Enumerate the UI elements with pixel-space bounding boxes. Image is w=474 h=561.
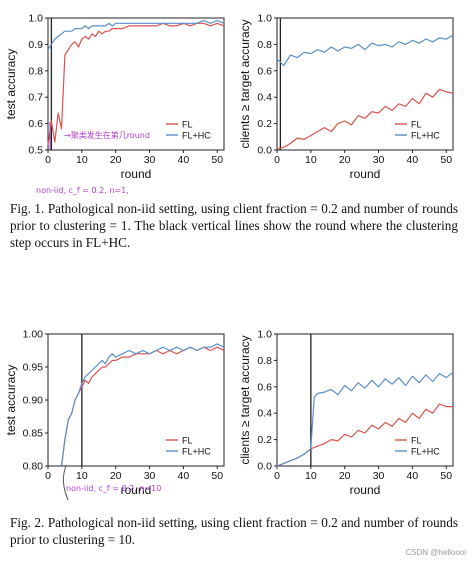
fig2-chart1-xtick-label: 10 <box>76 470 88 482</box>
fig1-chart2-xtick-label: 0 <box>274 154 280 166</box>
fig1-chart1-frame <box>47 17 225 151</box>
fig1-chart1-xtick-label: 50 <box>211 154 223 166</box>
fig2-chart2-series-fl <box>276 403 453 467</box>
fig1-chart1-xtick-label: 0 <box>45 154 51 166</box>
fig2-chart2-ytick-label: 0.2 <box>257 434 272 446</box>
fig1-chart1-ytick-label: 0.9 <box>28 39 43 51</box>
fig1-chart2-xtick-label: 20 <box>339 154 351 166</box>
fig1-chart1-ytick-label: 1.0 <box>28 13 43 25</box>
fig2-chart1-ytick-label: 0.85 <box>23 428 44 440</box>
fig1-chart2-frame <box>276 17 454 151</box>
fig1-chart1-xtick-label: 20 <box>110 154 122 166</box>
fig2-chart2-frame <box>276 333 454 467</box>
fig1-chart2-legend-label: FL <box>411 120 422 130</box>
fig2-chart1-xtick-label: 20 <box>110 470 122 482</box>
fig1-chart1-ytick-label: 0.7 <box>28 92 43 104</box>
fig2-chart2-xtick-label: 0 <box>274 470 280 482</box>
fig1-chart1-series-fl <box>47 22 225 145</box>
fig1-chart2-xtick-label: 50 <box>440 154 452 166</box>
fig2-chart1-ytick-label: 0.80 <box>23 461 44 473</box>
fig1-chart2-ytick-label: 0.0 <box>257 145 272 157</box>
fig2-chart1-xtick-label: 30 <box>144 470 156 482</box>
fig2-handwritten-note-setting: non-iid, c_f = 0.2, n=10 <box>66 484 162 493</box>
fig2-chart2-xtick-label: 50 <box>440 470 452 482</box>
fig1-chart2-ytick-label: 0.2 <box>257 118 272 130</box>
fig1-chart1-ytick-label: 0.5 <box>28 145 43 157</box>
fig1-chart1-series-flhc <box>47 20 225 51</box>
fig2-caption: Fig. 2. Pathological non-iid setting, us… <box>10 515 458 547</box>
fig1-handwritten-note-setting: non-iid, c_f = 0.2, n=1, <box>36 186 129 195</box>
fig1-chart2-xtick-label: 40 <box>407 154 419 166</box>
fig2-chart2-xtick-label: 40 <box>407 470 419 482</box>
fig2-chart2-legend-label: FL <box>411 436 422 446</box>
fig2-chart2-ylabel: clients ≥ target accuracy <box>238 335 252 464</box>
fig1-chart1-ytick-label: 0.6 <box>28 118 43 130</box>
fig2-chart1-legend-label: FL <box>182 436 193 446</box>
fig1-chart2-ytick-label: 0.6 <box>257 65 272 77</box>
fig1-chart2-ytick-label: 0.4 <box>257 92 272 104</box>
fig1-chart2-series-flhc <box>276 34 454 67</box>
fig2-clients-target-chart: 0 10 20 30 40 50 0.0 0.2 0.4 0.6 0.8 1.0 round client… <box>238 329 454 497</box>
fig2-chart2-series-flhc <box>276 371 454 467</box>
fig2-chart1-ytick-label: 0.95 <box>23 362 44 374</box>
fig1-chart1-xtick-label: 10 <box>76 154 88 166</box>
fig1-clients-target-chart: 0 10 20 30 40 50 0.0 0.2 0.4 0.6 0.8 1.0 round client… <box>238 13 454 181</box>
fig2-chart2-ytick-label: 1.0 <box>257 329 272 341</box>
fig1-chart2-xlabel: round <box>350 167 381 181</box>
fig1-chart1-ylabel: test accuracy <box>4 49 18 120</box>
fig2-chart2-xlabel: round <box>350 483 381 497</box>
fig2-chart2-ytick-label: 0.0 <box>257 461 272 473</box>
fig2-chart2-ytick-label: 0.4 <box>257 408 272 420</box>
fig1-chart2-series-fl <box>276 88 454 150</box>
fig1-chart1-legend-label: FL <box>182 120 193 130</box>
fig1-chart2-ylabel: clients ≥ target accuracy <box>238 19 252 148</box>
fig1-test-accuracy-chart: 0 10 20 30 40 50 0.5 0.6 0.7 0.8 0.9 1.0 round test a… <box>4 13 225 181</box>
fig2-chart2-xtick-label: 20 <box>339 470 351 482</box>
fig2-handwritten-stroke <box>62 465 69 501</box>
fig2-chart1-ylabel: test accuracy <box>4 365 18 436</box>
fig1-chart1-legend-label: FL+HC <box>182 131 211 141</box>
fig2-chart1-ytick-label: 0.90 <box>23 395 44 407</box>
fig2-chart2-legend-label: FL+HC <box>411 447 440 457</box>
fig2-chart1-xlabel: round <box>121 483 152 497</box>
fig1-caption: Fig. 1. Pathological non-iid setting, us… <box>10 201 458 250</box>
fig1-chart2-ytick-label: 0.8 <box>257 39 272 51</box>
fig1-chart2-xtick-label: 10 <box>305 154 317 166</box>
fig2-test-accuracy-chart: 0 10 20 30 40 50 0.80 0.85 0.90 0.95 1.00 round test… <box>4 329 225 501</box>
fig1-chart1-xlabel: round <box>121 167 152 181</box>
fig2-chart2-ytick-label: 0.6 <box>257 381 272 393</box>
fig2-chart1-xtick-label: 50 <box>211 470 223 482</box>
fig2-chart1-ytick-label: 1.00 <box>23 329 44 341</box>
fig1-chart2-legend-label: FL+HC <box>411 131 440 141</box>
fig2-chart2-xtick-label: 10 <box>305 470 317 482</box>
fig2-chart1-xtick-label: 0 <box>45 470 51 482</box>
fig2-chart1-legend-label: FL+HC <box>182 447 211 457</box>
fig2-chart2-ytick-label: 0.8 <box>257 355 272 367</box>
fig1-chart1-xtick-label: 40 <box>178 154 190 166</box>
watermark: CSDN @helloooi <box>405 548 466 557</box>
fig1-chart1-ytick-label: 0.8 <box>28 65 43 77</box>
fig1-chart1-xtick-label: 30 <box>144 154 156 166</box>
fig2-chart1-xtick-label: 40 <box>178 470 190 482</box>
fig1-chart2-ytick-label: 1.0 <box>257 13 272 25</box>
fig1-chart2-xtick-label: 30 <box>373 154 385 166</box>
fig1-handwritten-note-round: →聚类发生在第几round <box>64 131 150 140</box>
fig2-chart1-series-flhc <box>60 343 225 467</box>
fig2-chart2-xtick-label: 30 <box>373 470 385 482</box>
